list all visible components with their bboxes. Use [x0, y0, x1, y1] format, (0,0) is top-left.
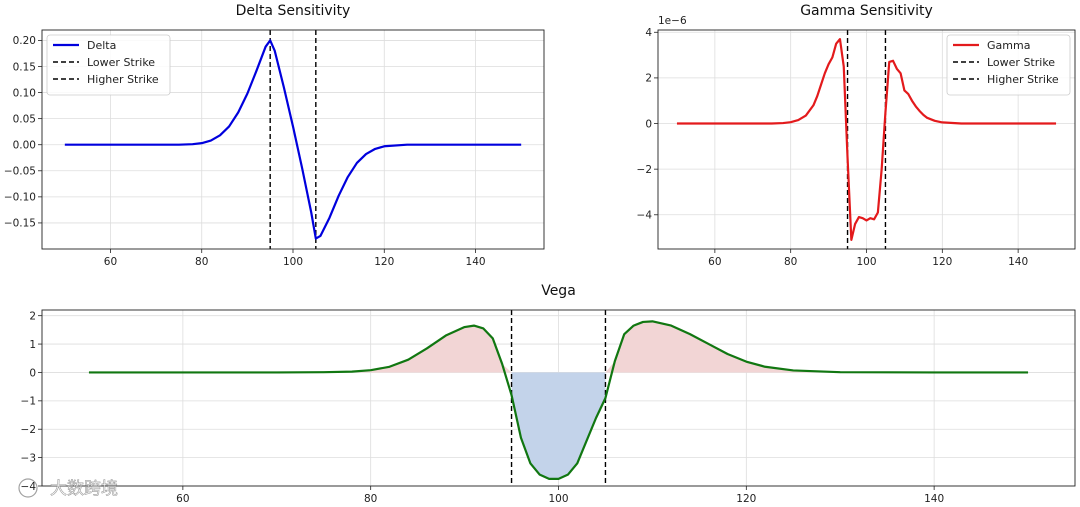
delta-ytick-label: 0.20 [13, 35, 36, 47]
vega-series-line [88, 320, 1029, 480]
vega-xtick-label: 60 [176, 493, 189, 505]
gamma-legend-label: Lower Strike [987, 56, 1055, 69]
delta-xtick-label: 140 [466, 256, 486, 268]
gamma-title: Gamma Sensitivity [800, 3, 933, 19]
gamma-series-line [676, 38, 1057, 241]
delta-xtick-label: 100 [283, 256, 303, 268]
gamma-offset-label: 1e−6 [658, 15, 687, 27]
delta-legend-label: Lower Strike [87, 56, 155, 69]
watermark-text: 大数跨境 [50, 479, 118, 499]
gamma-legend-label: Gamma [987, 39, 1030, 52]
gamma-legend: Gamma Lower Strike Higher Strike [946, 34, 1071, 96]
delta-title: Delta Sensitivity [236, 3, 351, 19]
delta-ytick-label: −0.15 [4, 218, 36, 230]
panel-vega: 60 80 100 120 140 −4 −3 −2 −1 0 1 2 Vega [21, 283, 1076, 505]
vega-xtick-label: 120 [736, 493, 756, 505]
delta-series-line [64, 39, 522, 240]
watermark-logo-icon [18, 478, 38, 498]
vega-ytick-label: 0 [29, 367, 36, 379]
delta-legend: Delta Lower Strike Higher Strike [46, 34, 171, 96]
gamma-legend-label: Higher Strike [987, 73, 1059, 86]
delta-xtick-label: 60 [104, 256, 117, 268]
gamma-xtick-label: 120 [932, 256, 952, 268]
delta-xtick-label: 80 [195, 256, 208, 268]
delta-ytick-label: 0.10 [13, 87, 36, 99]
delta-ytick-label: −0.05 [4, 166, 36, 178]
delta-ytick-label: 0.15 [13, 61, 36, 73]
delta-ytick-label: 0.05 [13, 113, 36, 125]
gamma-ytick-label: −2 [637, 164, 652, 176]
gamma-ytick-label: −4 [637, 210, 653, 222]
delta-ytick-label: −0.10 [4, 192, 36, 204]
panel-delta: 60 80 100 120 140 −0.15 −0.10 −0.05 0.00 0.05 0.10… [4, 3, 545, 268]
watermark: 大数跨境 [18, 478, 118, 499]
gamma-xtick-label: 60 [708, 256, 721, 268]
delta-ytick-label: 0.00 [13, 140, 36, 152]
delta-legend-label: Higher Strike [87, 73, 159, 86]
panel-gamma: 60 80 100 120 140 −4 −2 0 2 4 Gamma Sensitivity 1e−… [637, 3, 1076, 268]
vega-ytick-label: −1 [21, 396, 36, 408]
vega-negative-fill [511, 372, 606, 479]
gamma-ytick-label: 0 [645, 118, 652, 130]
delta-legend-box [46, 34, 171, 96]
gamma-ytick-label: 4 [645, 27, 652, 39]
vega-ytick-label: −4 [21, 481, 37, 493]
vega-title: Vega [541, 283, 576, 299]
vega-ytick-label: −2 [21, 424, 36, 436]
vega-ytick-label: −3 [21, 452, 36, 464]
gamma-xtick-label: 100 [856, 256, 876, 268]
delta-xtick-label: 120 [374, 256, 394, 268]
gamma-xtick-label: 80 [784, 256, 797, 268]
vega-ytick-label: 1 [29, 339, 36, 351]
vega-xtick-label: 100 [548, 493, 568, 505]
delta-legend-label: Delta [87, 39, 116, 52]
gamma-xtick-label: 140 [1008, 256, 1028, 268]
vega-xtick-label: 140 [924, 493, 944, 505]
vega-xtick-label: 80 [364, 493, 377, 505]
vega-ytick-label: 2 [29, 310, 36, 322]
vega-positive-fill-left [88, 325, 512, 373]
gamma-legend-box [946, 34, 1071, 96]
gamma-ytick-label: 2 [645, 73, 652, 85]
vega-positive-fill-right [605, 321, 1029, 373]
